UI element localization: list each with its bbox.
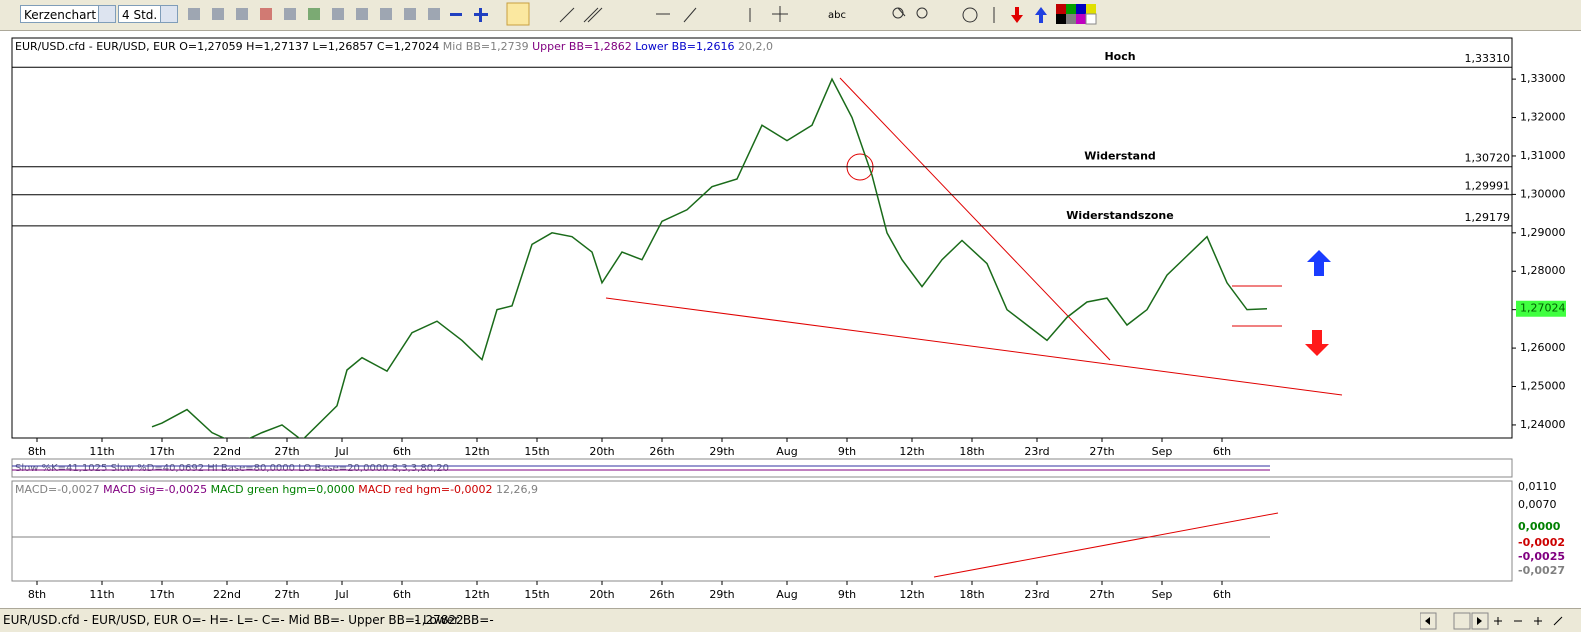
x-tick-label: 15th	[524, 445, 549, 458]
x-tick-label: 17th	[149, 588, 174, 601]
y-tick-label: 1,33000	[1520, 72, 1566, 85]
x-tick-label: 29th	[709, 445, 734, 458]
status-bar: EUR/USD.cfd - EUR/USD, EUR O=- H=- L=- C…	[0, 608, 1581, 632]
x-tick-label: 18th	[959, 588, 984, 601]
x-tick-label: 26th	[649, 445, 674, 458]
up-arrow	[1307, 250, 1331, 276]
level-label: 1,33310	[1465, 52, 1511, 65]
toolbar: Kerzenchart 4 Std. abc	[0, 0, 1581, 31]
scroll-controls[interactable]	[1420, 611, 1580, 631]
header-value: MACD green hgm=0,0000	[211, 483, 355, 496]
header-value: Lower BB=1,2616	[635, 40, 734, 53]
header-value: MACD=-0,0027	[15, 483, 100, 496]
x-tick-label: 26th	[649, 588, 674, 601]
x-tick-label: 11th	[89, 445, 114, 458]
x-tick-label: 6th	[393, 445, 411, 458]
x-tick-label: 12th	[899, 445, 924, 458]
x-tick-label: 22nd	[213, 588, 241, 601]
header-value: Mid BB=1,2739	[443, 40, 529, 53]
x-tick-label: Aug	[776, 588, 797, 601]
x-tick-label: 17th	[149, 445, 174, 458]
x-tick-label: 20th	[589, 588, 614, 601]
chart-area: EUR/USD.cfd - EUR/USD, EUR O=1,27059 H=1…	[11, 37, 1566, 601]
x-tick-label: 15th	[524, 588, 549, 601]
macd-axis-label: -0,0027	[1518, 564, 1565, 577]
stochastic-panel	[11, 458, 1513, 478]
x-tick-label: 9th	[838, 445, 856, 458]
header-value: Upper BB=1,2862	[532, 40, 632, 53]
x-tick-label: 27th	[274, 588, 299, 601]
y-tick-label: 1,32000	[1520, 111, 1566, 124]
x-tick-label: Aug	[776, 445, 797, 458]
header-value: 12,26,9	[496, 483, 538, 496]
x-tick-label: 29th	[709, 588, 734, 601]
x-tick-label: 6th	[1213, 588, 1231, 601]
x-tick-label: 27th	[1089, 445, 1114, 458]
x-tick-label: Sep	[1152, 588, 1173, 601]
y-tick-label: 1,30000	[1520, 187, 1566, 200]
y-tick-label: 1,29000	[1520, 226, 1566, 239]
y-tick-label: 1,26000	[1520, 341, 1566, 354]
x-tick-label: 12th	[464, 588, 489, 601]
text-tool[interactable]: abc	[828, 10, 846, 21]
x-tick-label: 6th	[1213, 445, 1231, 458]
macd-axis-label: -0,0002	[1518, 536, 1565, 549]
price-header: EUR/USD.cfd - EUR/USD, EUR O=1,27059 H=1…	[15, 40, 773, 53]
macd-axis-label: 0,0070	[1518, 498, 1557, 511]
level-name: Widerstand	[1084, 150, 1156, 163]
status-price: 1,27822	[414, 613, 464, 627]
y-tick-label: 1,25000	[1520, 380, 1566, 393]
price-panel	[11, 37, 1513, 439]
status-text: EUR/USD.cfd - EUR/USD, EUR O=- H=- L=- C…	[3, 613, 494, 627]
macd-axis-label: 0,0000	[1518, 520, 1561, 533]
chart-type-select[interactable]: Kerzenchart	[20, 5, 116, 23]
x-tick-label: Jul	[334, 445, 348, 458]
y-tick-label: 1,28000	[1520, 264, 1566, 277]
x-tick-label: Jul	[334, 588, 348, 601]
price-line	[151, 77, 1268, 438]
macd-panel	[11, 480, 1513, 582]
x-tick-label: 12th	[899, 588, 924, 601]
x-tick-label: 23rd	[1024, 588, 1049, 601]
level-label: 1,30720	[1465, 152, 1511, 165]
x-tick-label: 27th	[274, 445, 299, 458]
stochastic-header: Slow %K=41,1025 Slow %D=40,0692 HI Base=…	[15, 463, 449, 474]
level-label: 1,29991	[1465, 180, 1511, 193]
header-value: EUR/USD.cfd - EUR/USD, EUR O=1,27059 H=1…	[15, 40, 439, 53]
period-select[interactable]: 4 Std.	[118, 5, 178, 23]
x-tick-label: 23rd	[1024, 445, 1049, 458]
last-price-box	[1516, 300, 1566, 317]
macd-axis-label: -0,0025	[1518, 550, 1565, 563]
x-tick-label: 6th	[393, 588, 411, 601]
macd-axis-label: 0,0110	[1518, 480, 1557, 493]
header-value: 20,2,0	[738, 40, 773, 53]
macd-header: MACD=-0,0027 MACD sig=-0,0025 MACD green…	[15, 483, 538, 496]
x-tick-label: 11th	[89, 588, 114, 601]
header-value: MACD red hgm=-0,0002	[358, 483, 492, 496]
level-label: 1,29179	[1465, 211, 1511, 224]
y-tick-label: 1,31000	[1520, 149, 1566, 162]
x-tick-label: 8th	[28, 445, 46, 458]
toolbar-icons: abc	[188, 2, 1097, 26]
level-name: Widerstandszone	[1066, 209, 1173, 222]
x-tick-label: 20th	[589, 445, 614, 458]
header-value: MACD sig=-0,0025	[103, 483, 207, 496]
x-tick-label: 18th	[959, 445, 984, 458]
down-arrow	[1305, 330, 1329, 356]
x-tick-label: 27th	[1089, 588, 1114, 601]
x-tick-label: 12th	[464, 445, 489, 458]
x-tick-label: 8th	[28, 588, 46, 601]
x-tick-label: Sep	[1152, 445, 1173, 458]
last-price-label: 1,27024	[1520, 302, 1566, 315]
x-tick-label: 22nd	[213, 445, 241, 458]
y-tick-label: 1,24000	[1520, 418, 1566, 431]
x-tick-label: 9th	[838, 588, 856, 601]
level-name: Hoch	[1104, 50, 1135, 63]
